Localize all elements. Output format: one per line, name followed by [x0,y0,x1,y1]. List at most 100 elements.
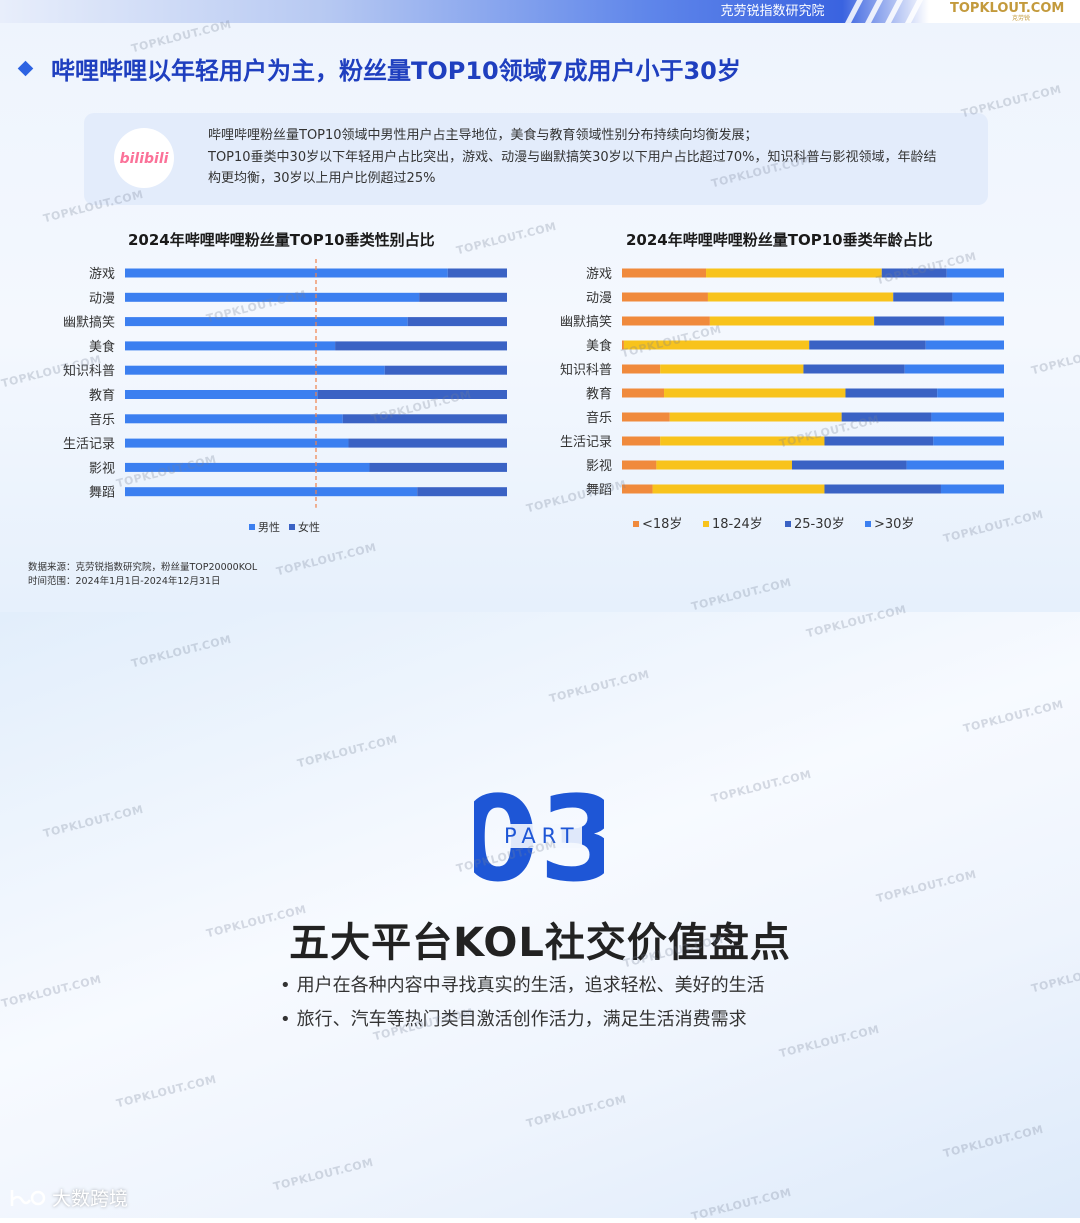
time-range: 时间范围：2024年1月1日-2024年12月31日 [28,576,221,587]
bottom-brand: 大数跨境 [8,1184,128,1211]
bar-segment-2 [664,388,846,398]
slide-section-divider: 03 PART 五大平台KOL社交价值盘点 用户在各种内容中寻找真实的生活，追求… [0,612,1080,1218]
bar-segment-2 [369,462,507,472]
brand-tag: 克劳锐指数研究院 [720,4,825,19]
section-title: 五大平台KOL社交价值盘点 [289,920,791,966]
category-label: 生活记录 [560,435,612,450]
bar-segment-2 [706,268,882,278]
category-label: 幽默搞笑 [560,314,612,330]
category-label: 教育 [89,388,115,404]
category-label: 游戏 [586,267,612,282]
legend-label: <18岁 [642,517,682,532]
bar-segment-2 [317,390,507,399]
category-label: 美食 [586,338,612,354]
bar-segment-1 [622,364,661,374]
category-label: 音乐 [89,412,115,428]
bar-segment-3 [841,412,932,422]
legend-swatch [249,524,255,530]
bar-segment-1 [622,460,657,470]
part-label-text: PART [502,824,582,848]
summary-line: 构更均衡，30岁以上用户比例超过25% [208,171,436,186]
topklout-logo: TOPKLOUT.COM 克劳锐 [950,1,1065,22]
data-source: 数据来源：克劳锐指数研究院，粉丝量TOP20000KOL [28,562,258,573]
bar-segment-2 [417,487,507,497]
category-label: 音乐 [586,410,612,426]
bar-segment-3 [824,484,941,494]
bar-segment-1 [622,316,710,326]
summary-line: TOP10垂类中30岁以下年轻用户占比突出，游戏、动漫与幽默搞笑30岁以下用户占… [208,149,937,165]
bar-segment-4 [937,388,1004,398]
bar-segment-1 [622,436,661,446]
bar-segment-3 [809,340,926,350]
bar-segment-1 [125,268,448,278]
bullet-list: 用户在各种内容中寻找真实的生活，追求轻松、美好的生活 旅行、汽车等热门类目激活创… [280,969,880,1037]
category-label: 动漫 [89,291,115,306]
bar-segment-1 [125,341,336,351]
footnote: 数据来源：克劳锐指数研究院，粉丝量TOP20000KOL 时间范围：2024年1… [28,561,257,589]
brand-logo-icon [10,1189,46,1206]
bar-segment-1 [125,414,343,424]
category-label: 舞蹈 [586,483,612,498]
bar-segment-3 [803,364,905,374]
category-label: 舞蹈 [89,486,115,501]
legend-label: 男性 [258,520,280,534]
bar-segment-2 [335,341,507,351]
legend-swatch [633,521,639,527]
bar-segment-1 [622,268,707,278]
part-label: PART [502,824,582,848]
category-label: 知识科普 [560,362,612,378]
category-label: 教育 [586,386,612,402]
bar-segment-3 [881,268,947,278]
bar-segment-1 [622,484,653,494]
bar-segment-3 [893,292,953,302]
bilibili-logo-text: bilibili [120,151,169,167]
legend-swatch [289,524,295,530]
category-label: 幽默搞笑 [63,315,115,331]
category-label: 影视 [89,461,115,476]
legend-swatch [785,521,791,527]
bar-segment-2 [660,436,825,446]
top-banner [0,0,1080,23]
logo-text: TOPKLOUT.COM [950,1,1065,16]
bar-segment-1 [125,365,385,375]
bar-segment-1 [622,340,624,350]
bar-segment-4 [952,292,1004,302]
bar-segment-4 [925,340,1004,350]
legend-swatch [703,521,709,527]
bar-segment-2 [660,364,804,374]
bar-segment-3 [824,436,934,446]
age-chart-title: 2024年哔哩哔哩粉丝量TOP10垂类年龄占比 [626,231,933,249]
bilibili-wordmark: bilibili [120,151,169,167]
bar-segment-1 [125,292,420,302]
summary-line: 哔哩哔哩粉丝量TOP10领域中男性用户占主导地位，美食与教育领域性别分布持续向均… [208,128,758,143]
slide-gender-age: 克劳锐指数研究院 TOPKLOUT.COM 克劳锐 哔哩哔哩以年轻用户为主，粉丝… [0,0,1080,612]
bar-segment-4 [944,316,1004,326]
bar-segment-3 [874,316,945,326]
bar-segment-1 [125,487,418,497]
slide-title: 哔哩哔哩以年轻用户为主，粉丝量TOP10领域7成用户小于30岁 [51,56,741,85]
category-label: 影视 [586,459,612,474]
bullet-item: 用户在各种内容中寻找真实的生活，追求轻松、美好的生活 [280,969,880,1003]
logo-subtext: 克劳锐 [1012,15,1031,22]
bar-segment-4 [946,268,1004,278]
gender-chart-title: 2024年哔哩哔哩粉丝量TOP10垂类性别占比 [128,231,435,249]
category-label: 生活记录 [63,437,115,452]
bar-segment-1 [622,388,665,398]
bar-segment-1 [125,390,318,399]
category-label: 知识科普 [63,363,115,379]
legend-label: >30岁 [874,517,914,532]
bar-segment-1 [125,317,408,327]
bar-segment-2 [709,316,875,326]
bar-segment-1 [125,438,349,448]
category-label: 美食 [89,339,115,355]
bullet-item: 旅行、汽车等热门类目激活创作活力，满足生活消费需求 [280,1003,880,1037]
bar-segment-4 [904,364,1004,374]
category-label: 游戏 [89,267,115,282]
bar-segment-4 [906,460,1004,470]
bar-segment-2 [348,438,507,448]
bar-segment-2 [707,292,894,302]
legend-label: 18-24岁 [712,517,763,532]
bar-segment-2 [623,340,810,350]
